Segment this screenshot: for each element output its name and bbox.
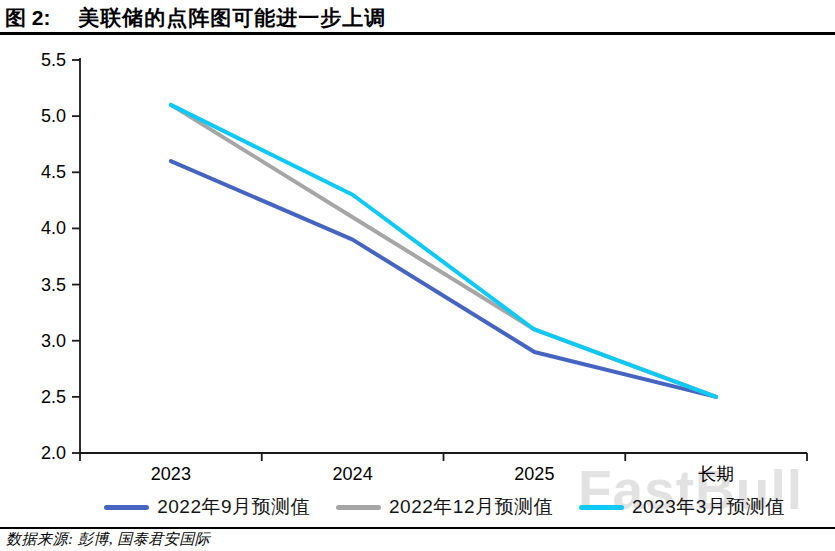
legend-swatch — [336, 505, 381, 510]
chart-legend: 2022年9月预测值 2022年12月预测值 2023年3月预测值 — [0, 494, 835, 520]
figure-title-text: 美联储的点阵图可能进一步上调 — [78, 4, 386, 32]
series-line — [171, 161, 716, 397]
figure-title: 图 2: 美联储的点阵图可能进一步上调 — [5, 4, 830, 32]
y-tick-label: 2.0 — [41, 443, 66, 463]
y-tick-label: 4.0 — [41, 218, 66, 238]
y-tick-label: 3.5 — [41, 275, 66, 295]
data-source: 数据来源: 彭博, 国泰君安国际 — [6, 530, 210, 549]
legend-item: 2022年9月预测值 — [104, 494, 310, 520]
legend-item: 2023年3月预测值 — [579, 494, 785, 520]
y-tick-label: 2.5 — [41, 387, 66, 407]
series-line — [171, 105, 716, 397]
x-tick-label: 2024 — [333, 464, 373, 484]
x-tick-label: 2023 — [151, 464, 191, 484]
y-tick-label: 5.0 — [41, 106, 66, 126]
series-line — [171, 105, 716, 397]
title-divider — [0, 32, 835, 35]
source-divider — [0, 527, 835, 529]
legend-label: 2022年9月预测值 — [157, 494, 310, 520]
y-tick-label: 4.5 — [41, 162, 66, 182]
legend-swatch — [579, 505, 624, 510]
figure-card: 图 2: 美联储的点阵图可能进一步上调 2.0 2.5 3.0 3.5 4.0 4.5 5.… — [0, 0, 835, 551]
legend-swatch — [104, 505, 149, 510]
legend-item: 2022年12月预测值 — [336, 494, 553, 520]
legend-label: 2023年3月预测值 — [632, 494, 785, 520]
y-tick-label: 3.0 — [41, 331, 66, 351]
figure-number: 图 2: — [5, 4, 51, 32]
line-chart: 2.0 2.5 3.0 3.5 4.0 4.5 5.0 5.5 2023 2024 2025 长期 — [0, 40, 835, 490]
x-tick-label: 2025 — [514, 464, 554, 484]
y-tick-label: 5.5 — [41, 50, 66, 70]
x-tick-label: 长期 — [698, 464, 734, 484]
legend-label: 2022年12月预测值 — [389, 494, 553, 520]
